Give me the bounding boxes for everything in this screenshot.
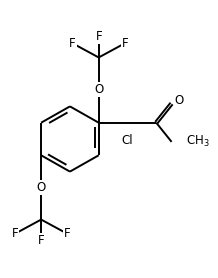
Text: Cl: Cl bbox=[122, 135, 133, 147]
Text: F: F bbox=[69, 37, 76, 50]
Text: O: O bbox=[37, 181, 46, 194]
Text: O: O bbox=[94, 83, 103, 96]
Text: F: F bbox=[64, 227, 70, 240]
Text: F: F bbox=[121, 37, 128, 50]
Text: F: F bbox=[38, 234, 44, 247]
Text: F: F bbox=[95, 30, 102, 43]
Text: F: F bbox=[12, 227, 18, 240]
Text: O: O bbox=[175, 94, 184, 107]
Text: CH$_3$: CH$_3$ bbox=[186, 134, 210, 150]
